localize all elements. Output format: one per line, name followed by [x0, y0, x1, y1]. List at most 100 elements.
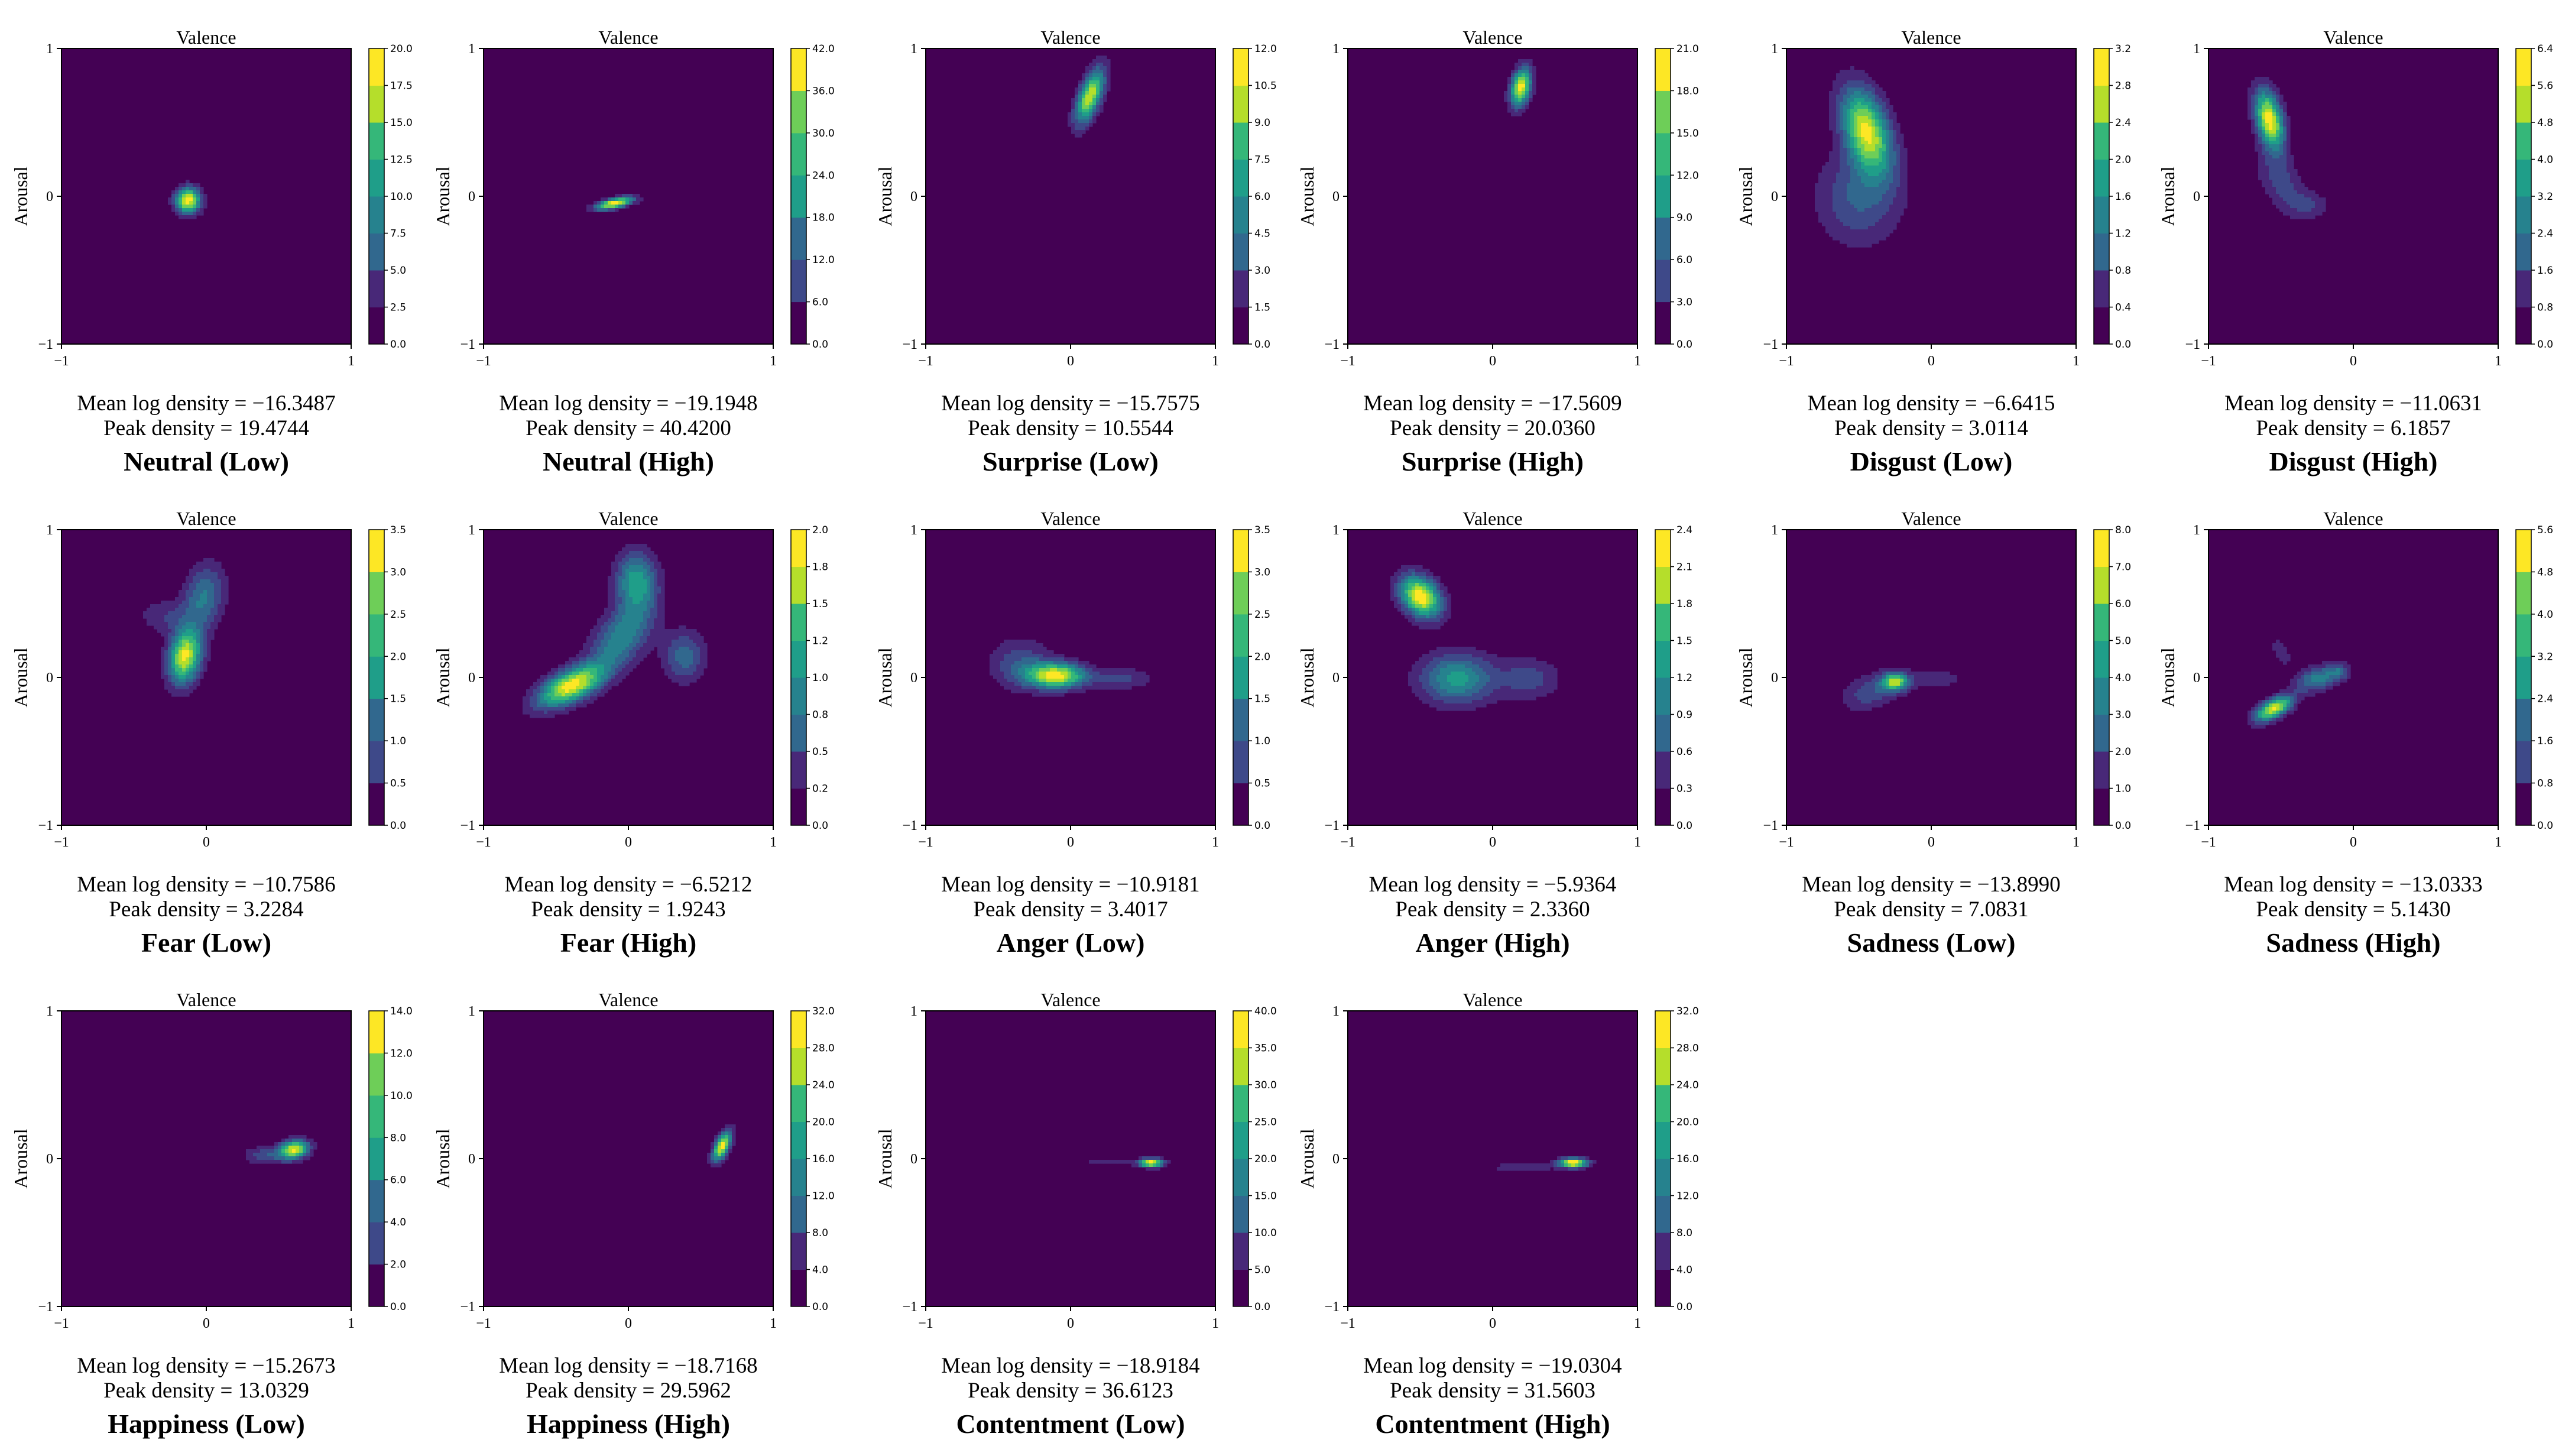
density-cell: [533, 711, 537, 715]
density-cell: [2297, 201, 2301, 205]
density-cell: [207, 608, 211, 612]
density-cell: [1507, 80, 1512, 85]
density-cell: [579, 703, 583, 708]
density-cell: [533, 693, 537, 697]
density-cell: [1394, 586, 1398, 591]
density-cell: [1401, 583, 1405, 587]
density-cell: [1089, 105, 1093, 109]
density-cell: [1440, 679, 1444, 683]
density-cell: [1829, 212, 1833, 216]
density-cell: [1515, 109, 1519, 113]
density-cell: [1525, 686, 1529, 690]
density-cell: [175, 190, 179, 194]
density-cell: [1847, 137, 1851, 141]
density-cell: [1053, 693, 1058, 697]
density-cell: [558, 682, 562, 686]
density-cell: [175, 693, 179, 697]
density-cell: [175, 604, 179, 608]
density-cell: [1444, 672, 1448, 676]
density-cell: [1868, 173, 1872, 177]
density-cell: [193, 618, 197, 622]
density-cell: [2279, 95, 2284, 99]
density-cell: [179, 601, 183, 605]
density-cell: [611, 615, 615, 619]
density-cell: [1408, 672, 1412, 676]
density-cell: [1493, 661, 1497, 665]
colorbar-tick-label: 1.5: [390, 693, 406, 705]
density-cell: [1444, 611, 1448, 615]
density-cell: [1532, 682, 1536, 686]
density-cell: [1843, 219, 1847, 223]
colorbar-segment: [369, 783, 384, 826]
density-cell: [1836, 205, 1840, 209]
density-cell: [1004, 650, 1008, 654]
density-cell: [1840, 148, 1844, 152]
density-cell: [1000, 682, 1004, 686]
density-cell: [1497, 689, 1501, 693]
density-cell: [1886, 144, 1890, 148]
density-cell: [647, 572, 651, 576]
density-cell: [1868, 105, 1872, 109]
density-cell: [554, 668, 559, 672]
density-cell: [551, 686, 555, 690]
density-cell: [1422, 608, 1426, 612]
density-cell: [1886, 112, 1890, 116]
density-cell: [604, 672, 608, 676]
density-cell: [1100, 84, 1104, 88]
density-cell: [1500, 693, 1504, 697]
density-cell: [700, 664, 704, 669]
density-cell: [1850, 194, 1854, 198]
density-cell: [1444, 675, 1448, 679]
density-cell: [2318, 212, 2323, 216]
density-cell: [1518, 59, 1522, 63]
density-cell: [1861, 95, 1865, 99]
density-cell: [1089, 672, 1093, 676]
density-cell: [179, 615, 183, 619]
density-cell: [1401, 565, 1405, 569]
density-cell: [1864, 240, 1869, 244]
density-cell: [210, 601, 215, 605]
density-cell: [657, 640, 661, 644]
density-cell: [686, 640, 690, 644]
density-cell: [1465, 668, 1469, 672]
density-cell: [1840, 219, 1844, 223]
density-cell: [1422, 668, 1426, 672]
density-cell: [1021, 654, 1026, 658]
density-cell: [1021, 643, 1026, 647]
density-cell: [1868, 208, 1872, 212]
density-cell: [2251, 95, 2255, 99]
density-cell: [2258, 141, 2262, 145]
density-cell: [625, 576, 630, 580]
density-cell: [1511, 657, 1515, 661]
density-cell: [625, 565, 630, 569]
density-cell: [689, 668, 693, 672]
density-cell: [1011, 689, 1015, 693]
density-cell: [1468, 679, 1473, 683]
colorbar-segment: [1233, 614, 1248, 657]
density-cell: [622, 590, 626, 594]
density-cell: [1007, 675, 1011, 679]
density-cell: [2276, 169, 2280, 173]
density-cell: [1872, 240, 1876, 244]
density-cell: [193, 572, 197, 576]
colorbar-tick-label: 12.0: [1676, 170, 1699, 181]
density-cell: [2269, 80, 2273, 85]
density-cell: [700, 636, 704, 640]
density-cell: [1011, 672, 1015, 676]
density-cell: [682, 679, 686, 683]
density-cell: [604, 657, 608, 661]
density-cell: [203, 201, 207, 205]
density-cell: [1089, 112, 1093, 116]
density-cell: [657, 604, 661, 608]
density-cell: [2255, 123, 2259, 127]
density-cell: [193, 597, 197, 601]
density-cell: [2269, 91, 2273, 95]
density-cell: [1082, 679, 1086, 683]
density-cell: [1900, 201, 1904, 205]
density-cell: [703, 654, 708, 658]
density-cell: [1422, 657, 1426, 661]
density-cell: [643, 590, 647, 594]
density-cell: [1412, 604, 1416, 608]
density-cell: [1868, 98, 1872, 102]
